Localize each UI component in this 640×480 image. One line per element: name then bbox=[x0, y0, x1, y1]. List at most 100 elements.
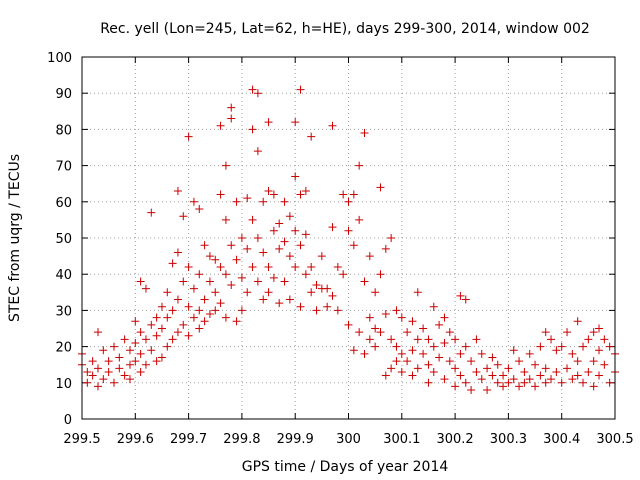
data-point bbox=[461, 378, 470, 387]
data-point bbox=[483, 386, 492, 395]
data-point bbox=[568, 349, 577, 358]
y-tick-label: 0 bbox=[64, 413, 72, 428]
data-point bbox=[163, 342, 172, 351]
data-point bbox=[531, 360, 540, 369]
data-point bbox=[536, 371, 545, 380]
data-point bbox=[141, 360, 150, 369]
data-points bbox=[78, 85, 619, 395]
data-point bbox=[349, 346, 358, 355]
data-point bbox=[605, 342, 614, 351]
data-point bbox=[579, 342, 588, 351]
data-point bbox=[392, 306, 401, 315]
data-point bbox=[253, 234, 262, 242]
data-point bbox=[371, 288, 380, 297]
data-point bbox=[285, 252, 294, 261]
data-point bbox=[291, 262, 300, 271]
data-point bbox=[248, 262, 257, 271]
y-tick-label: 20 bbox=[55, 341, 72, 356]
data-point bbox=[408, 317, 417, 326]
data-point bbox=[141, 335, 150, 344]
data-point bbox=[381, 310, 390, 319]
chart-title: Rec. yell (Lon=245, Lat=62, h=HE), days … bbox=[100, 21, 590, 37]
data-point bbox=[221, 270, 230, 279]
data-point bbox=[259, 248, 268, 257]
data-point bbox=[547, 375, 556, 384]
data-point bbox=[536, 342, 545, 351]
data-point bbox=[173, 295, 182, 304]
data-point bbox=[387, 364, 396, 373]
data-point bbox=[579, 378, 588, 387]
data-point bbox=[109, 342, 118, 351]
data-point bbox=[397, 367, 406, 376]
data-point bbox=[115, 364, 124, 373]
data-point bbox=[589, 328, 598, 337]
data-point bbox=[595, 371, 604, 380]
data-point bbox=[413, 288, 422, 297]
data-point bbox=[413, 335, 422, 344]
data-point bbox=[179, 320, 188, 329]
data-point bbox=[253, 277, 262, 286]
data-point bbox=[232, 317, 241, 326]
data-point bbox=[88, 371, 97, 380]
data-point bbox=[461, 342, 470, 351]
data-point bbox=[392, 342, 401, 351]
data-point bbox=[221, 161, 230, 170]
data-point bbox=[280, 237, 289, 246]
data-point bbox=[301, 230, 310, 239]
data-point bbox=[248, 85, 257, 94]
y-tick-label: 100 bbox=[47, 51, 72, 66]
x-tick-label: 299.8 bbox=[223, 432, 260, 447]
data-point bbox=[301, 186, 310, 195]
data-point bbox=[456, 349, 465, 358]
data-point bbox=[163, 288, 172, 297]
data-point bbox=[157, 302, 166, 311]
data-point bbox=[547, 335, 556, 344]
data-point bbox=[595, 346, 604, 355]
data-point bbox=[349, 241, 358, 250]
data-point bbox=[387, 335, 396, 344]
data-point bbox=[339, 190, 348, 199]
data-point bbox=[136, 349, 145, 358]
data-point bbox=[509, 375, 518, 384]
data-point bbox=[499, 382, 508, 391]
y-tick-label: 70 bbox=[55, 160, 72, 175]
data-point bbox=[573, 357, 582, 366]
data-point bbox=[472, 335, 481, 344]
data-point bbox=[477, 375, 486, 384]
data-point bbox=[93, 364, 102, 373]
data-point bbox=[509, 346, 518, 355]
data-point bbox=[365, 335, 374, 344]
data-point bbox=[88, 357, 97, 366]
data-point bbox=[493, 360, 502, 369]
data-point bbox=[120, 335, 129, 344]
data-point bbox=[179, 212, 188, 221]
data-point bbox=[184, 331, 193, 340]
data-point bbox=[397, 313, 406, 322]
data-point bbox=[440, 338, 449, 347]
x-tick-label: 300.2 bbox=[436, 432, 473, 447]
y-tick-label: 60 bbox=[55, 196, 72, 211]
y-tick-label: 50 bbox=[55, 232, 72, 247]
data-point bbox=[376, 270, 385, 279]
data-point bbox=[563, 328, 572, 337]
data-point bbox=[403, 328, 412, 337]
data-point bbox=[376, 183, 385, 192]
data-point bbox=[525, 349, 534, 358]
data-point bbox=[216, 121, 225, 130]
data-point bbox=[600, 360, 609, 369]
data-point bbox=[349, 190, 358, 199]
data-point bbox=[440, 313, 449, 322]
data-point bbox=[280, 197, 289, 206]
data-point bbox=[397, 349, 406, 358]
data-point bbox=[589, 357, 598, 366]
data-point bbox=[376, 328, 385, 337]
data-point bbox=[275, 244, 284, 253]
data-point bbox=[83, 378, 92, 387]
data-point bbox=[424, 335, 433, 344]
data-point bbox=[355, 215, 364, 224]
data-point bbox=[557, 378, 566, 387]
data-point bbox=[461, 295, 470, 304]
x-tick-label: 300.5 bbox=[596, 432, 633, 447]
data-point bbox=[451, 335, 460, 344]
data-point bbox=[296, 241, 305, 250]
